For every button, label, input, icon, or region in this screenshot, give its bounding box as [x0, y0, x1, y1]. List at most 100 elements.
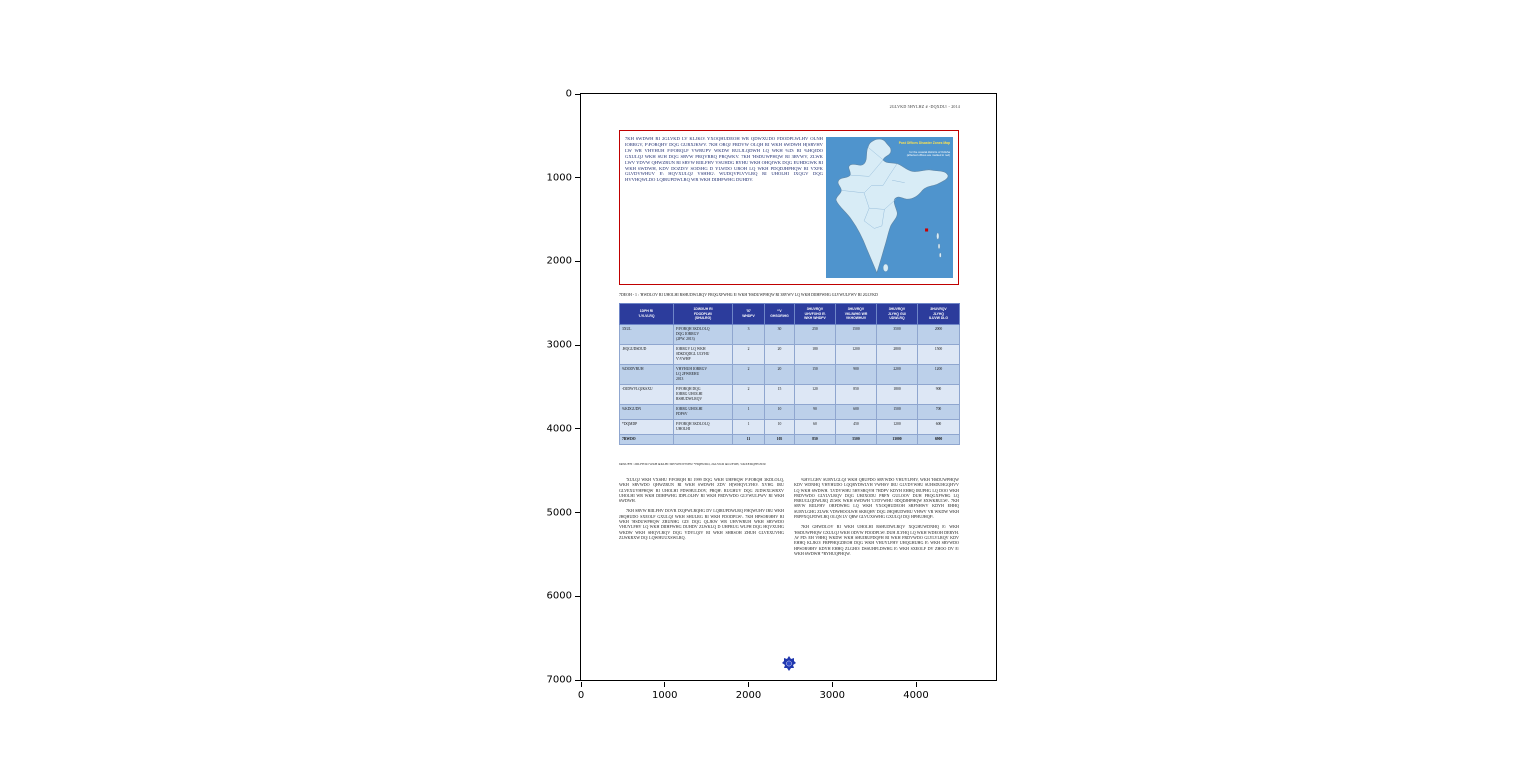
table-caption: 7DEOH - 1 : 'HWDLOV RI UHOLHI RSHUDWLRQV… [619, 293, 878, 297]
map-caption: Post Offices Disaster Zones Map [888, 141, 950, 145]
y-tick-label: 0 [565, 88, 572, 100]
page-header-text: 2GLVKD 5HYLHZ # -DQXDU\ - 2014 [889, 104, 960, 109]
table-header-cell: 1DPH RI 'LYLVLRQ [619, 303, 674, 325]
table-footnote: 6RXUFH : 2IILFH RI WKH &KLHI 3RVWPDVWHU … [619, 462, 766, 466]
body-column-left: 'XULQJ WKH VXSHU F\FORQH RI 1999 DQG WKH… [619, 477, 784, 561]
table-cell-value: 2800 [876, 343, 918, 365]
table-header-cell: 3HUVRQV JLYHQ GU\ UDWLRQ [876, 303, 918, 325]
y-tick-label: 3000 [546, 339, 572, 351]
relief-table: 1DPH RI 'LYLVLRQ 1DWXUH RI FDODPLW\ (SHUL… [619, 303, 960, 445]
y-tick-label: 2000 [546, 255, 572, 267]
table-row: %DODVRUH VHYHUH IORRGV LQ 2FWREHU 2013 2 20… [619, 363, 960, 385]
table-cell-value: 13000 [876, 433, 918, 445]
table-cell-value: 2 [732, 383, 765, 405]
table-cell-desc [673, 433, 733, 445]
table-cell-value: 1200 [917, 363, 960, 385]
y-tick-label: 5000 [546, 507, 572, 519]
table-cell-value: 60 [794, 418, 836, 435]
table-row: -DJDWVLQJKSXU F\FORQH DQG IORRG UHOLHI RS… [619, 383, 960, 405]
table-cell-value: 1 [732, 418, 765, 435]
table-cell-value: 1500 [835, 323, 877, 345]
table-cell-value: 105 [764, 433, 795, 445]
table-cell-value: 1200 [835, 343, 877, 365]
y-tick-mark [575, 595, 580, 597]
x-tick-mark [915, 682, 917, 687]
table-cell-desc: F\FORQH 3KDLOLQ DQG IORRGV (2FW. 2013) [673, 323, 733, 345]
table-row: 3XUL F\FORQH 3KDLOLQ DQG IORRGV (2FW. 201… [619, 323, 960, 345]
table-cell-value: 1500 [917, 343, 960, 365]
body-paragraph: 'XULQJ WKH VXSHU F\FORQH RI 1999 DQG WKH… [619, 477, 784, 504]
india-map: Post Offices Disaster Zones Map for the … [826, 137, 953, 278]
x-tick-label: 0 [577, 690, 585, 701]
table-cell-value: 2 [732, 343, 765, 365]
table-row: *DQMDP F\FORQH 3KDLOLQ UHOLHI 1 10 60 450 1200… [619, 418, 960, 435]
table-cell-desc: IORRGV LQ WKH 0DKDQDGL ULYHU V\VWHP [673, 343, 733, 365]
table-cell-value: 20 [764, 363, 795, 385]
body-paragraph: 7KH GHWDLOV RI WKH UHOLHI RSHUDWLRQV XQG… [794, 524, 959, 556]
table-cell-name: 7RWDO [619, 433, 674, 445]
table-cell-value: 5500 [835, 433, 877, 445]
map-caption-line1: Post Offices Disaster Zones Map [898, 141, 950, 145]
table-cell-value: 850 [835, 383, 877, 405]
table-cell-value: 1500 [876, 403, 918, 420]
table-cell-value: 1 [732, 403, 765, 420]
body-paragraph: %HVLGHV SURYLGLQJ WKH QRUPDO SRVWDO VHUY… [794, 477, 959, 520]
table-cell-desc: F\FORQH DQG IORRG UHOLHI RSHUDWLRQV [673, 383, 733, 405]
table-cell-value: 150 [794, 363, 836, 385]
table-cell-name: %KDGUDN [619, 403, 674, 420]
y-tick-mark [575, 93, 580, 95]
map-land [835, 138, 949, 274]
table-header-cell: 1DWXUH RI FDODPLW\ (SHULRG) [673, 303, 733, 325]
table-cell-name: .HQGUDSDUD [619, 343, 674, 365]
y-tick-label: 7000 [546, 674, 572, 686]
table-cell-value: 850 [794, 433, 836, 445]
x-tick-label: 4000 [903, 690, 929, 701]
map-marker [925, 228, 929, 232]
table-cell-value: 15 [764, 383, 795, 405]
table-header-cell: *'V GHSOR\HG [764, 303, 795, 325]
table-cell-value: 900 [835, 363, 877, 385]
map-subcaption: for the coastal districts of Odisha (aff… [888, 150, 950, 158]
table-cell-value: 1800 [876, 383, 918, 405]
table-header-cell: 3HUVRQV UHVFXHG E\ WKH WHDPV [794, 303, 836, 325]
table-cell-value: 120 [794, 383, 836, 405]
table-cell-value: 11 [732, 433, 765, 445]
table-cell-value: 1200 [876, 418, 918, 435]
table-row: %KDGUDN IORRG UHOLHI FDPSV 1 10 90 600 1500 700 [619, 403, 960, 420]
table-cell-value: 2000 [917, 323, 960, 345]
table-cell-desc: IORRG UHOLHI FDPSV [673, 403, 733, 420]
y-tick-mark [575, 344, 580, 346]
table-cell-name: 3XUL [619, 323, 674, 345]
x-tick-mark [831, 682, 833, 687]
x-tick-mark [664, 682, 666, 687]
body-paragraph: 7KH SRVW RIILFHV DOVR IXQFWLRQHG DV LQIR… [619, 508, 784, 540]
map-caption-line3: (affected offices are marked in red) [906, 153, 950, 158]
table-header-cell: 3HUVRQV VKLIWHG WR VKHOWHUV [835, 303, 877, 325]
x-tick-mark [580, 682, 582, 687]
y-tick-mark [575, 428, 580, 430]
table-cell-value: 10 [764, 418, 795, 435]
table-cell-name: -DJDWVLQJKSXU [619, 383, 674, 405]
table-cell-value: 600 [835, 403, 877, 420]
table-cell-value: 10 [764, 403, 795, 420]
y-tick-label: 6000 [546, 590, 572, 602]
table-cell-value: 180 [794, 343, 836, 365]
table-cell-desc: F\FORQH 3KDLOLQ UHOLHI [673, 418, 733, 435]
table-header-row: 1DPH RI 'LYLVLRQ 1DWXUH RI FDODPLW\ (SHUL… [619, 303, 960, 325]
map-caption-line2: for the coastal districts of Odisha [909, 150, 950, 154]
table-cell-value: 250 [794, 323, 836, 345]
table-cell-value: 700 [917, 403, 960, 420]
body-column-right: %HVLGHV SURYLGLQJ WKH QRUPDO SRVWDO VHUY… [794, 477, 959, 561]
x-tick-label: 3000 [819, 690, 845, 701]
x-tick-label: 1000 [652, 690, 678, 701]
table-row: .HQGUDSDUD IORRGV LQ WKH 0DKDQDGL ULYHU V… [619, 343, 960, 365]
table-cell-value: 20 [764, 343, 795, 365]
y-tick-label: 4000 [546, 423, 572, 435]
intro-paragraph: 7KH 6WDWH RI 2GLVKD LV KLJKO\ YXOQHUDEOH… [625, 136, 823, 183]
y-tick-mark [575, 512, 580, 514]
table-header-cell: 3HUVRQV JLYHQ ILUVW DLG [917, 303, 960, 325]
table-cell-value: 600 [917, 418, 960, 435]
table-cell-value: 6900 [917, 433, 960, 445]
table-cell-name: %DODVRUH [619, 363, 674, 385]
x-tick-mark [748, 682, 749, 687]
